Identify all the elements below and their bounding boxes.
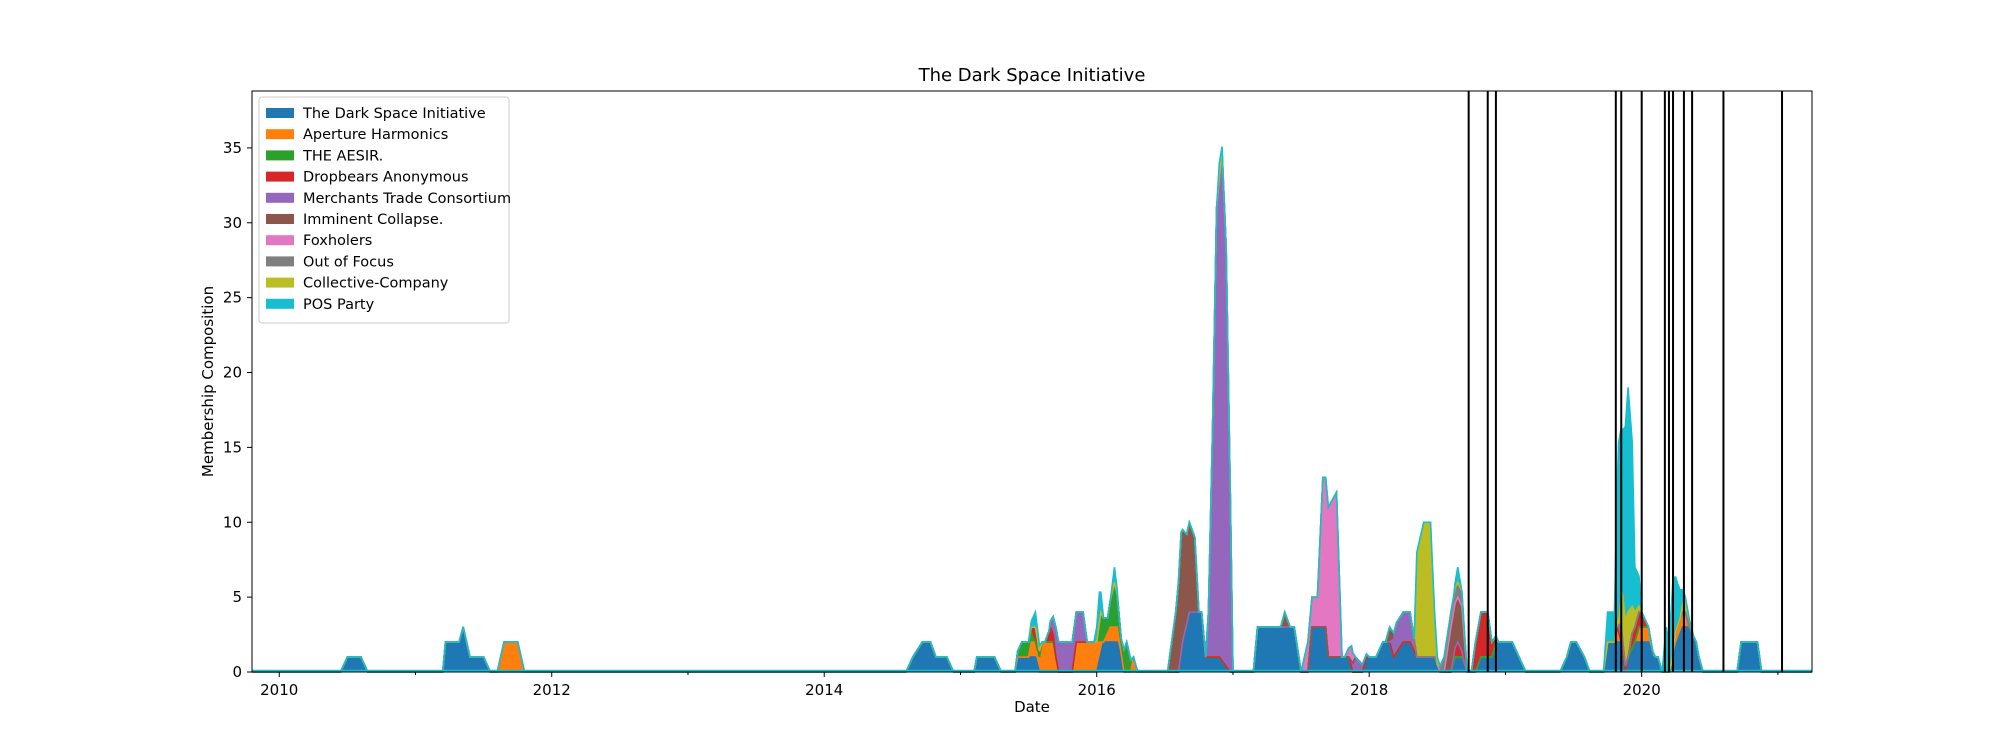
x-axis: 2010 2012 2014 2016 2018 2020 bbox=[260, 672, 1779, 699]
x-tick-label: 2016 bbox=[1078, 681, 1116, 699]
stacked-areas bbox=[252, 146, 1812, 673]
y-axis: 0 5 10 15 20 25 30 35 bbox=[223, 139, 252, 681]
legend-swatch-4 bbox=[266, 192, 294, 203]
legend-swatch-7 bbox=[266, 256, 294, 267]
legend-swatch-1 bbox=[266, 129, 294, 140]
y-tick-label: 10 bbox=[223, 513, 242, 531]
y-tick-label: 0 bbox=[232, 663, 242, 681]
y-tick-label: 30 bbox=[223, 214, 242, 232]
plot-frame bbox=[251, 90, 1813, 673]
y-tick-label: 35 bbox=[223, 139, 242, 157]
legend-label: Imminent Collapse. bbox=[303, 212, 443, 228]
area-edge-9 bbox=[252, 146, 1812, 673]
legend-swatch-5 bbox=[266, 214, 294, 224]
area-series-8 bbox=[252, 151, 1812, 672]
x-tick-label: 2020 bbox=[1623, 681, 1661, 699]
x-tick-label: 2012 bbox=[533, 681, 571, 699]
y-tick-label: 25 bbox=[223, 289, 242, 307]
legend-swatch-9 bbox=[266, 298, 294, 309]
legend: The Dark Space Initiative Aperture Harmon… bbox=[258, 96, 511, 324]
x-tick-label: 2018 bbox=[1350, 681, 1388, 699]
legend-label: Out of Focus bbox=[303, 254, 394, 270]
y-tick-label: 15 bbox=[223, 438, 242, 456]
y-tick-label: 20 bbox=[223, 364, 242, 382]
x-axis-label: Date bbox=[1014, 698, 1050, 716]
legend-box bbox=[258, 96, 510, 324]
legend-label: Merchants Trade Consortium bbox=[303, 191, 511, 207]
legend-label: Collective-Company bbox=[303, 276, 449, 292]
legend-label: POS Party bbox=[303, 297, 375, 313]
legend-swatch-8 bbox=[266, 277, 294, 288]
y-axis-label: Membership Composition bbox=[199, 286, 217, 477]
legend-swatch-0 bbox=[266, 108, 294, 118]
legend-label: Dropbears Anonymous bbox=[303, 170, 469, 186]
legend-swatch-6 bbox=[266, 235, 294, 246]
legend-label: The Dark Space Initiative bbox=[302, 106, 486, 122]
x-tick-label: 2010 bbox=[260, 681, 298, 699]
chart-title: The Dark Space Initiative bbox=[918, 65, 1146, 86]
legend-swatch-3 bbox=[266, 171, 294, 182]
x-tick-label: 2014 bbox=[805, 681, 843, 699]
legend-swatch-2 bbox=[266, 150, 294, 161]
legend-label: Aperture Harmonics bbox=[303, 127, 448, 143]
y-tick-label: 5 bbox=[232, 588, 242, 606]
event-lines bbox=[1467, 91, 1784, 672]
legend-label: THE AESIR. bbox=[302, 148, 383, 164]
legend-label: Foxholers bbox=[303, 233, 372, 249]
